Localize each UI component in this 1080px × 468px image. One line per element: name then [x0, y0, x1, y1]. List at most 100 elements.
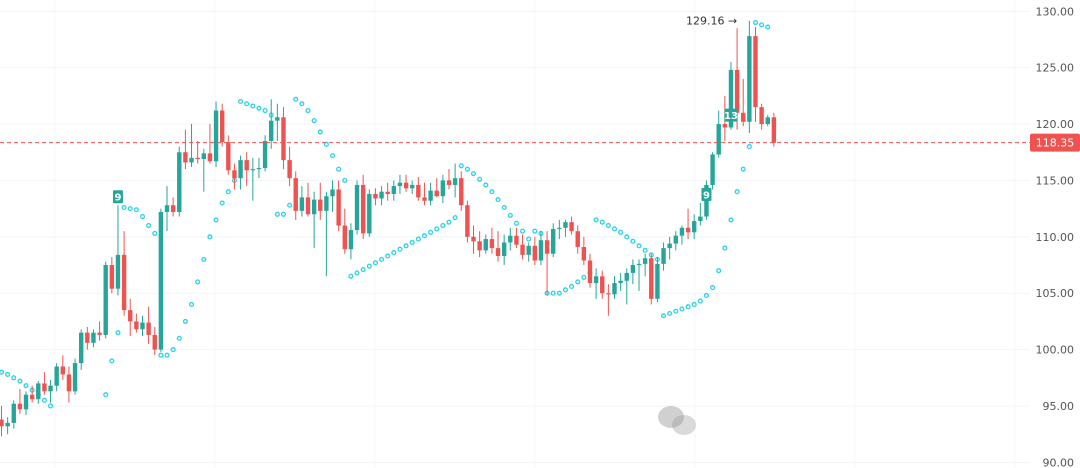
candle [679, 225, 685, 245]
sar-dot [372, 260, 378, 266]
candle [121, 231, 127, 316]
candle-body [642, 258, 648, 264]
candle [655, 257, 660, 303]
candle-body [226, 142, 231, 171]
candle [238, 155, 243, 190]
candle [360, 174, 366, 240]
candle-body [673, 235, 678, 244]
candle-body [36, 383, 41, 400]
candle-body [60, 366, 65, 375]
candle-body [269, 120, 274, 141]
candle [532, 236, 538, 266]
sar-dot [17, 378, 23, 384]
candle-body [115, 254, 121, 289]
candle-body [630, 265, 636, 273]
candle-body [103, 265, 108, 335]
sar-dot [299, 101, 305, 107]
sar-dot [703, 292, 709, 299]
candle-body [606, 293, 611, 295]
candle-body [360, 184, 366, 234]
candle [232, 163, 237, 190]
sar-dot [201, 256, 207, 262]
candle [416, 177, 421, 201]
candle-body [85, 332, 90, 343]
candle-body [612, 283, 617, 295]
sar-dot [293, 96, 299, 102]
candle [318, 182, 323, 220]
sar-dot [611, 226, 618, 232]
candle-body [342, 225, 347, 250]
candle [440, 174, 446, 203]
candle [477, 231, 482, 258]
candle-body [207, 153, 213, 162]
candle-body [128, 310, 133, 322]
sar-dot [581, 274, 587, 280]
sar-dot [599, 219, 605, 225]
sar-dot [526, 236, 532, 242]
candle [91, 329, 96, 348]
sar-dot [342, 177, 348, 183]
candle [379, 186, 384, 206]
sar-dot [446, 219, 452, 225]
candle-body [66, 374, 72, 392]
candle-body [710, 154, 715, 185]
count-label-text: 9 [703, 190, 710, 201]
candle-body [293, 178, 298, 211]
candle [72, 358, 78, 395]
candle [195, 140, 200, 164]
sar-dot [103, 392, 109, 398]
sar-dot [280, 211, 287, 217]
sar-dot [5, 371, 11, 377]
candle-body [5, 422, 10, 427]
sar-dot [464, 166, 470, 172]
candle [109, 257, 115, 294]
candle-body [459, 178, 464, 206]
candle-body [189, 157, 194, 163]
candle-body [501, 242, 507, 256]
count-label-badge [724, 108, 738, 122]
candle [330, 180, 335, 213]
candle-body [201, 153, 206, 160]
sar-dot [679, 306, 685, 312]
candle [262, 135, 268, 172]
candle [428, 182, 433, 206]
candle-body [575, 231, 580, 247]
candle-body [759, 107, 764, 125]
sar-dot [311, 118, 317, 124]
candle-body [747, 36, 752, 122]
sar-dot [305, 107, 311, 114]
sar-dot [397, 246, 403, 252]
sar-dot [759, 22, 765, 28]
candle [771, 112, 777, 147]
candle [459, 171, 464, 211]
candle-body [97, 332, 102, 335]
candle-body [324, 196, 329, 211]
sar-dot [495, 197, 501, 203]
candle-body [336, 189, 341, 226]
candle [391, 180, 397, 201]
sar-dot [146, 222, 152, 229]
candle-body [483, 239, 488, 251]
candle-body [391, 186, 397, 194]
y-tick-label: 110.00 [1036, 231, 1075, 244]
sar-dot [716, 268, 722, 274]
sar-dot [569, 283, 575, 289]
sar-dot [752, 20, 759, 26]
candle-body [91, 332, 96, 343]
candle-body [465, 205, 470, 237]
sar-dot [428, 229, 434, 235]
candle-body [655, 263, 660, 299]
candle [434, 178, 439, 198]
sar-dot [403, 243, 409, 249]
candle [630, 259, 636, 285]
candle-body [410, 184, 415, 189]
sar-dot [746, 144, 752, 150]
candle-body [29, 394, 35, 400]
candle-body [311, 199, 317, 215]
sar-dot [182, 318, 188, 324]
sar-dot [176, 335, 182, 341]
candle-body [428, 190, 433, 201]
candle [538, 231, 544, 266]
count-label-badge [701, 187, 712, 201]
sar-dot [618, 229, 624, 235]
